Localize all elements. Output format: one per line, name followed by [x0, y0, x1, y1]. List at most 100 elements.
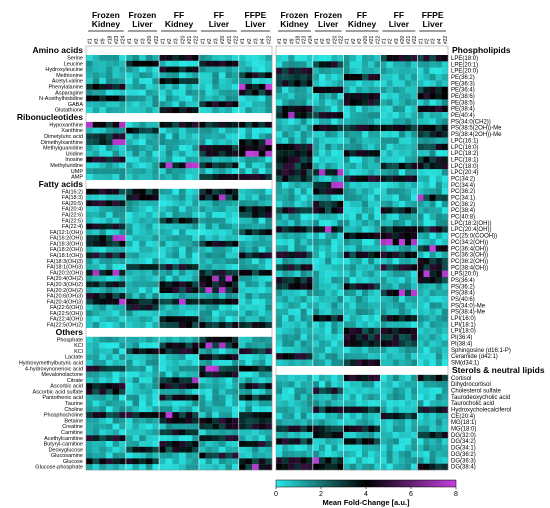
heatmap-cell — [139, 446, 146, 453]
heatmap-cell — [238, 121, 246, 128]
heatmap-cell — [172, 252, 180, 259]
heatmap-cell — [232, 336, 239, 343]
heatmap-cell — [392, 450, 400, 458]
heatmap-cell — [225, 101, 233, 108]
heatmap-cell — [319, 80, 326, 87]
heatmap-cell — [288, 150, 295, 157]
heatmap-cell — [435, 321, 443, 328]
heatmap-cell — [392, 207, 400, 214]
heatmap-cell — [205, 423, 213, 430]
heatmap-cell — [225, 298, 233, 305]
heatmap-cell — [288, 359, 295, 366]
heatmap-cell — [238, 269, 246, 276]
heatmap-cell — [319, 457, 326, 464]
heatmap-cell — [258, 365, 266, 372]
heatmap-cell — [398, 143, 406, 151]
heatmap-cell — [159, 139, 166, 146]
heatmap-cell — [112, 293, 120, 300]
heatmap-cell — [258, 78, 266, 85]
heatmap-cell — [238, 194, 246, 201]
heatmap-cell — [386, 315, 393, 322]
heatmap-cell — [145, 287, 153, 294]
heatmap-cell — [238, 240, 246, 247]
heatmap-cell — [218, 287, 226, 294]
heatmap-cell — [179, 229, 186, 236]
heatmap-cell — [218, 60, 226, 67]
heatmap-cell — [218, 304, 226, 311]
heatmap-cell — [125, 269, 133, 276]
heatmap-cell — [398, 302, 406, 309]
heatmap-cell — [152, 417, 160, 424]
heatmap-cell — [159, 429, 166, 436]
heatmap-cell — [159, 150, 166, 157]
heatmap-cell — [232, 275, 239, 282]
heatmap-cell — [312, 308, 320, 316]
heatmap-cell — [343, 463, 350, 471]
heatmap-cell — [212, 423, 220, 430]
heatmap-cell — [165, 275, 173, 282]
heatmap-cell — [282, 207, 289, 214]
row-label: Serine — [67, 56, 83, 62]
heatmap-cell — [86, 174, 93, 180]
heatmap-cell — [282, 188, 289, 195]
heatmap-cell — [205, 188, 213, 195]
heatmap-cell — [319, 450, 326, 458]
heatmap-cell — [435, 374, 443, 382]
heatmap-cell — [252, 107, 259, 114]
heatmap-cell — [99, 89, 107, 96]
heatmap-cell — [232, 287, 239, 294]
row-label: FA(20:2(OH)) — [50, 270, 83, 276]
heatmap-cell — [258, 55, 266, 61]
heatmap-cell — [362, 245, 369, 252]
heatmap-cell — [349, 194, 357, 202]
heatmap-cell — [300, 226, 307, 233]
heatmap-cell — [238, 168, 246, 175]
heatmap-cell — [265, 127, 273, 134]
heatmap-cell — [112, 423, 120, 430]
heatmap-cell — [152, 281, 160, 288]
heatmap-cell — [172, 371, 180, 378]
heatmap-cell — [218, 150, 226, 157]
heatmap-cell — [218, 423, 226, 430]
heatmap-cell — [306, 296, 314, 303]
heatmap-cell — [252, 60, 259, 67]
heatmap-cell — [282, 463, 289, 471]
heatmap-cell — [139, 383, 146, 390]
heatmap-cell — [411, 74, 418, 81]
heatmap-cell — [152, 200, 160, 207]
column-label: #22 — [194, 35, 200, 44]
heatmap-cell — [282, 400, 289, 407]
heatmap-cell — [405, 181, 412, 189]
heatmap-cell — [205, 377, 213, 384]
heatmap-cell — [92, 95, 100, 102]
heatmap-cell — [368, 219, 375, 227]
heatmap-cell — [386, 457, 393, 464]
heatmap-cell — [362, 393, 369, 401]
heatmap-cell — [145, 107, 153, 114]
heatmap-cell — [441, 74, 449, 81]
heatmap-cell — [374, 393, 381, 401]
heatmap-cell — [99, 174, 107, 180]
heatmap-cell — [405, 238, 412, 246]
heatmap-cell — [198, 121, 206, 128]
heatmap-cell — [325, 124, 332, 132]
heatmap-cell — [245, 156, 253, 163]
heatmap-cell — [92, 150, 100, 157]
heatmap-cell — [312, 431, 320, 439]
heatmap-cell — [86, 156, 93, 163]
heatmap-cell — [165, 304, 173, 311]
heatmap-cell — [435, 219, 443, 227]
heatmap-cell — [258, 316, 266, 323]
heatmap-cell — [294, 334, 301, 341]
heatmap-cell — [252, 121, 259, 128]
heatmap-cell — [192, 269, 200, 276]
heatmap-cell — [212, 252, 220, 259]
heatmap-cell — [258, 60, 266, 67]
heatmap-cell — [312, 359, 320, 366]
heatmap-cell — [145, 139, 153, 146]
heatmap-cell — [225, 406, 233, 413]
heatmap-cell — [159, 168, 166, 175]
heatmap-cell — [343, 137, 350, 144]
heatmap-cell — [252, 354, 259, 361]
heatmap-cell — [288, 327, 295, 335]
